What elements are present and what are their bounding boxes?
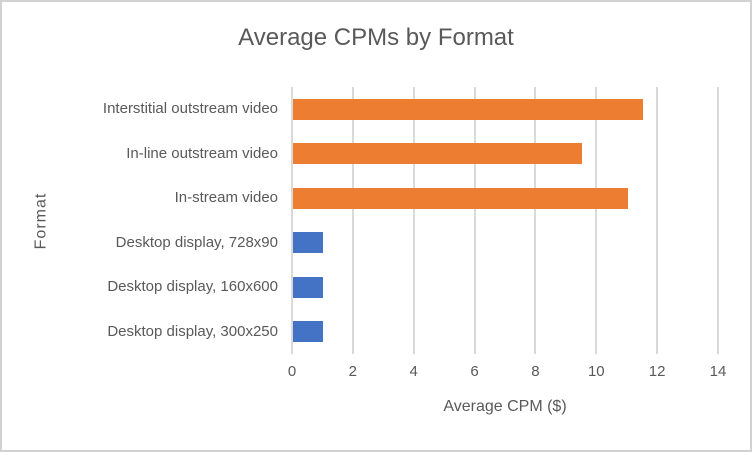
- category-label: Desktop display, 300x250: [107, 322, 278, 340]
- gridline: [656, 87, 659, 354]
- bar: [293, 321, 324, 343]
- bar: [293, 232, 324, 254]
- x-tick-label: 2: [348, 363, 358, 380]
- category-label: In-line outstream video: [126, 144, 278, 162]
- y-axis-title: Format: [28, 87, 54, 354]
- x-tick-label: 6: [470, 363, 479, 380]
- category-label: Desktop display, 728x90: [115, 233, 278, 251]
- x-tick-label: 12: [648, 363, 666, 380]
- category-label: Interstitial outstream video: [102, 100, 278, 118]
- gridline: [595, 87, 598, 354]
- gridline: [473, 87, 476, 354]
- bar: [293, 143, 583, 165]
- bar: [293, 187, 628, 209]
- gridline: [534, 87, 537, 354]
- bar: [293, 276, 324, 298]
- category-label: In-stream video: [174, 189, 278, 207]
- bar: [293, 98, 643, 120]
- chart-title: Average CPMs by Format: [238, 24, 514, 51]
- x-tick-label: 14: [709, 363, 727, 380]
- x-tick-label: 0: [287, 363, 297, 380]
- gridline: [351, 87, 354, 354]
- x-tick-label: 4: [409, 363, 418, 380]
- gridline: [291, 87, 293, 354]
- gridline: [717, 87, 719, 354]
- x-axis-title: Average CPM ($): [443, 398, 567, 415]
- category-label: Desktop display, 160x600: [107, 278, 278, 296]
- x-tick-label: 10: [587, 363, 605, 380]
- plot-area: [291, 87, 719, 354]
- gridline: [412, 87, 415, 354]
- x-tick-label: 8: [531, 363, 540, 380]
